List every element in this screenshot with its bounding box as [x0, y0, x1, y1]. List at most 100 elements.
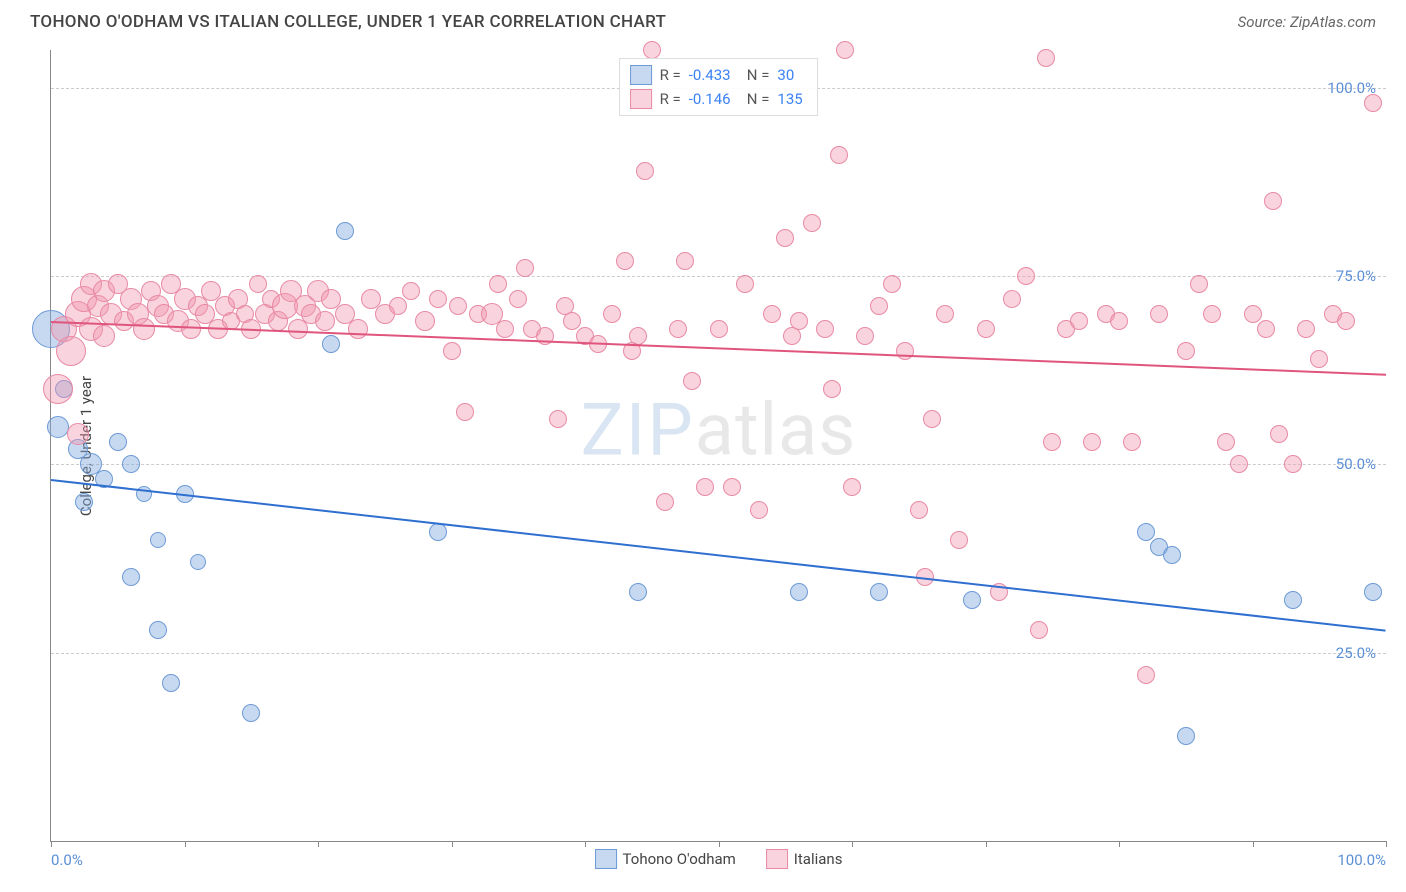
- data-point: [830, 146, 848, 164]
- data-point: [1297, 320, 1315, 338]
- data-point: [636, 162, 654, 180]
- chart-plot-area: College, Under 1 year ZIPatlas 0.0% 100.…: [50, 50, 1386, 842]
- data-point: [1043, 433, 1061, 451]
- data-point: [669, 320, 687, 338]
- data-point: [1003, 290, 1021, 308]
- stats-r-value: -0.146: [689, 90, 739, 108]
- data-point: [1284, 591, 1302, 609]
- legend-swatch: [766, 849, 788, 869]
- data-point: [1110, 312, 1128, 330]
- data-point: [322, 335, 340, 353]
- data-point: [1190, 275, 1208, 293]
- x-tick: [185, 841, 186, 847]
- data-point: [836, 41, 854, 59]
- data-point: [1284, 455, 1302, 473]
- data-point: [896, 342, 914, 360]
- data-point: [242, 704, 260, 722]
- stats-n-value: 30: [777, 66, 807, 84]
- data-point: [870, 297, 888, 315]
- x-axis-min-label: 0.0%: [51, 851, 83, 869]
- data-point: [1217, 433, 1235, 451]
- x-tick: [585, 841, 586, 847]
- data-point: [750, 501, 768, 519]
- legend-item: Tohono O'odham: [595, 849, 736, 869]
- data-point: [883, 275, 901, 293]
- data-point: [843, 478, 861, 496]
- data-point: [656, 493, 674, 511]
- data-point: [109, 433, 127, 451]
- y-tick-label: 25.0%: [1336, 644, 1376, 662]
- data-point: [790, 583, 808, 601]
- stats-n-value: 135: [777, 90, 807, 108]
- legend-item: Italians: [766, 849, 843, 869]
- data-point: [443, 342, 461, 360]
- x-tick: [318, 841, 319, 847]
- data-point: [710, 320, 728, 338]
- data-point: [1337, 312, 1355, 330]
- data-point: [856, 327, 874, 345]
- data-point: [449, 297, 467, 315]
- data-point: [133, 318, 155, 340]
- data-point: [776, 229, 794, 247]
- data-point: [93, 325, 115, 347]
- data-point: [1364, 583, 1382, 601]
- data-point: [977, 320, 995, 338]
- data-point: [1123, 433, 1141, 451]
- x-tick: [51, 841, 52, 847]
- stats-r-label: R =: [660, 66, 681, 84]
- data-point: [763, 305, 781, 323]
- data-point: [1310, 350, 1328, 368]
- data-point: [1364, 94, 1382, 112]
- stats-r-label: R =: [660, 90, 681, 108]
- data-point: [1070, 312, 1088, 330]
- data-point: [629, 327, 647, 345]
- data-point: [249, 275, 267, 293]
- data-point: [509, 290, 527, 308]
- chart-title: TOHONO O'ODHAM VS ITALIAN COLLEGE, UNDER…: [30, 12, 666, 32]
- x-tick: [719, 841, 720, 847]
- data-point: [56, 336, 86, 366]
- watermark: ZIPatlas: [581, 387, 857, 472]
- data-point: [1037, 49, 1055, 67]
- data-point: [389, 297, 407, 315]
- data-point: [162, 674, 180, 692]
- y-tick-label: 75.0%: [1336, 267, 1376, 285]
- trend-line: [51, 479, 1386, 632]
- data-point: [1137, 523, 1155, 541]
- data-point: [676, 252, 694, 270]
- data-point: [696, 478, 714, 496]
- data-point: [67, 423, 89, 445]
- data-point: [348, 319, 368, 339]
- y-tick-label: 50.0%: [1336, 455, 1376, 473]
- stats-n-label: N =: [747, 90, 770, 108]
- data-point: [1230, 455, 1248, 473]
- stats-row: R = -0.146 N = 135: [630, 87, 808, 111]
- data-point: [1203, 305, 1221, 323]
- data-point: [1177, 342, 1195, 360]
- data-point: [516, 259, 534, 277]
- data-point: [1264, 192, 1282, 210]
- data-point: [736, 275, 754, 293]
- data-point: [823, 380, 841, 398]
- title-bar: TOHONO O'ODHAM VS ITALIAN COLLEGE, UNDER…: [0, 0, 1406, 40]
- data-point: [456, 403, 474, 421]
- data-point: [150, 532, 166, 548]
- data-point: [870, 583, 888, 601]
- data-point: [1030, 621, 1048, 639]
- data-point: [1270, 425, 1288, 443]
- data-point: [1257, 320, 1275, 338]
- data-point: [723, 478, 741, 496]
- data-point: [936, 305, 954, 323]
- data-point: [603, 305, 621, 323]
- data-point: [122, 568, 140, 586]
- data-point: [75, 493, 93, 511]
- x-tick: [452, 841, 453, 847]
- x-tick: [852, 841, 853, 847]
- data-point: [963, 591, 981, 609]
- watermark-zip: ZIP: [581, 387, 695, 472]
- data-point: [803, 214, 821, 232]
- stats-n-label: N =: [747, 66, 770, 84]
- data-point: [816, 320, 834, 338]
- data-point: [683, 372, 701, 390]
- data-point: [1017, 267, 1035, 285]
